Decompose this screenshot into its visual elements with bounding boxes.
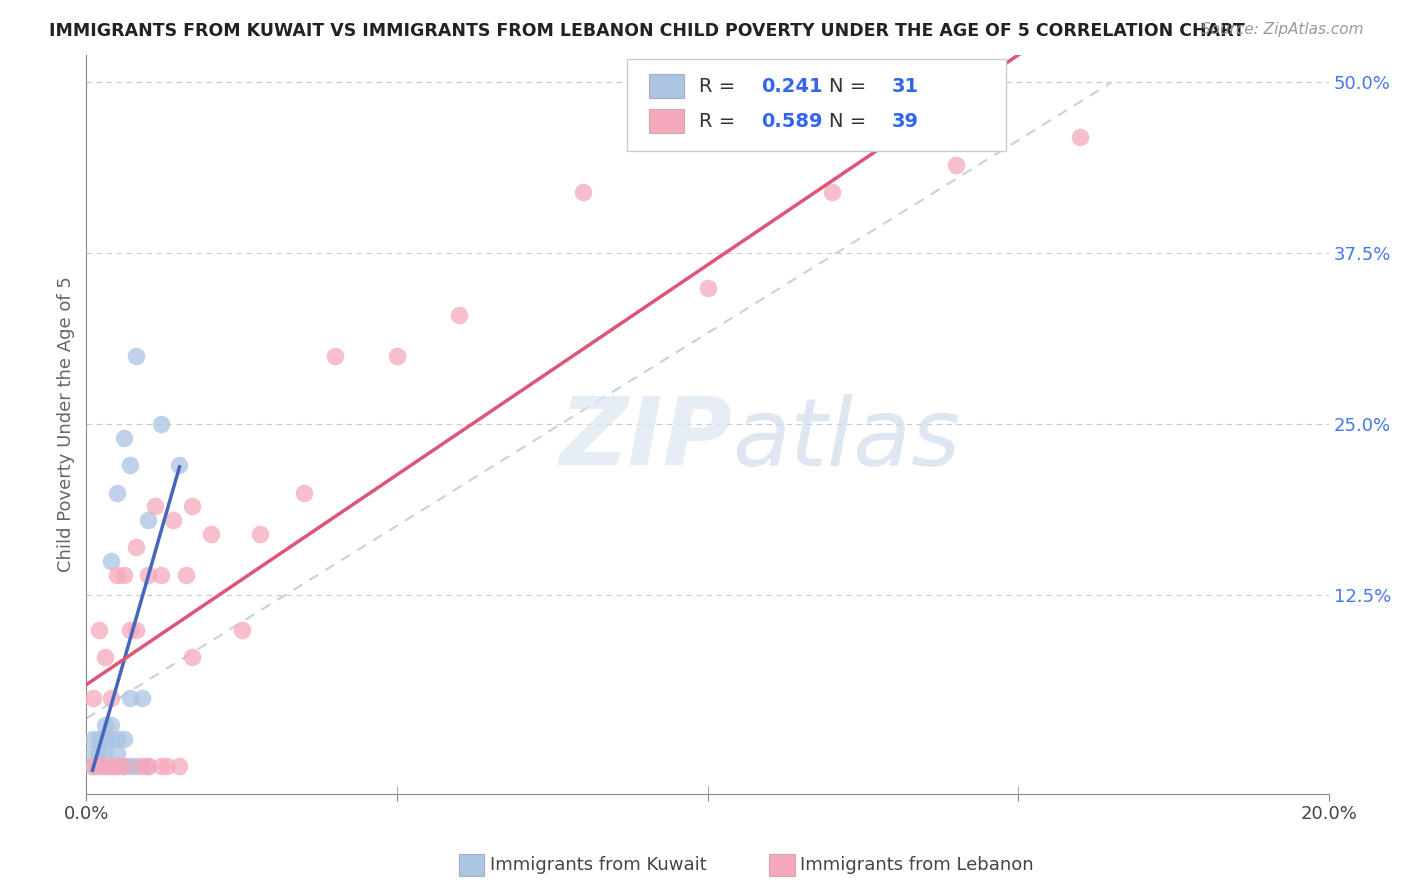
Text: IMMIGRANTS FROM KUWAIT VS IMMIGRANTS FROM LEBANON CHILD POVERTY UNDER THE AGE OF: IMMIGRANTS FROM KUWAIT VS IMMIGRANTS FRO… bbox=[49, 22, 1244, 40]
Point bbox=[87, 759, 110, 773]
Text: 0.241: 0.241 bbox=[761, 77, 823, 95]
Point bbox=[118, 623, 141, 637]
Point bbox=[138, 759, 160, 773]
FancyBboxPatch shape bbox=[650, 109, 683, 134]
Text: 39: 39 bbox=[891, 112, 918, 131]
Point bbox=[143, 500, 166, 514]
Point bbox=[105, 567, 128, 582]
Point bbox=[118, 759, 141, 773]
Text: Immigrants from Kuwait: Immigrants from Kuwait bbox=[489, 856, 706, 874]
Point bbox=[292, 485, 315, 500]
Point bbox=[112, 567, 135, 582]
Point bbox=[149, 759, 172, 773]
Point bbox=[94, 746, 117, 760]
Point bbox=[118, 458, 141, 473]
Point bbox=[180, 500, 202, 514]
Point bbox=[94, 718, 117, 732]
Point bbox=[112, 759, 135, 773]
Point bbox=[87, 759, 110, 773]
Point bbox=[94, 731, 117, 746]
Point bbox=[100, 731, 122, 746]
Text: Immigrants from Lebanon: Immigrants from Lebanon bbox=[800, 856, 1033, 874]
Point bbox=[82, 746, 104, 760]
Point bbox=[1069, 130, 1091, 145]
Point bbox=[82, 731, 104, 746]
Point bbox=[94, 759, 117, 773]
Point bbox=[105, 731, 128, 746]
Y-axis label: Child Poverty Under the Age of 5: Child Poverty Under the Age of 5 bbox=[58, 277, 75, 573]
Point bbox=[174, 567, 197, 582]
Point bbox=[125, 349, 148, 363]
Text: R =: R = bbox=[699, 77, 741, 95]
Text: Source: ZipAtlas.com: Source: ZipAtlas.com bbox=[1201, 22, 1364, 37]
Point bbox=[156, 759, 179, 773]
Point bbox=[945, 157, 967, 171]
Point bbox=[100, 554, 122, 568]
Text: ZIP: ZIP bbox=[560, 393, 733, 485]
Point bbox=[138, 513, 160, 527]
Point bbox=[162, 513, 184, 527]
Point bbox=[447, 308, 470, 322]
Point bbox=[100, 759, 122, 773]
Point bbox=[105, 759, 128, 773]
Point bbox=[118, 690, 141, 705]
Point bbox=[125, 759, 148, 773]
Point bbox=[821, 185, 844, 199]
Point bbox=[149, 417, 172, 432]
Point bbox=[169, 759, 191, 773]
Bar bbox=[769, 854, 794, 876]
Point bbox=[125, 541, 148, 555]
Point bbox=[249, 526, 271, 541]
Point bbox=[87, 623, 110, 637]
Point bbox=[87, 746, 110, 760]
Point bbox=[138, 567, 160, 582]
Point bbox=[169, 458, 191, 473]
Point bbox=[105, 759, 128, 773]
FancyBboxPatch shape bbox=[627, 59, 1005, 151]
Point bbox=[200, 526, 222, 541]
Point bbox=[112, 431, 135, 445]
Text: N =: N = bbox=[830, 112, 873, 131]
Point bbox=[82, 759, 104, 773]
Point bbox=[105, 485, 128, 500]
Point bbox=[125, 623, 148, 637]
Point bbox=[100, 759, 122, 773]
Point bbox=[82, 759, 104, 773]
Point bbox=[87, 731, 110, 746]
Text: N =: N = bbox=[830, 77, 873, 95]
Point bbox=[94, 649, 117, 664]
Point bbox=[100, 718, 122, 732]
Bar bbox=[458, 854, 484, 876]
Point bbox=[131, 759, 153, 773]
Point bbox=[231, 623, 253, 637]
Text: 31: 31 bbox=[891, 77, 918, 95]
Point bbox=[180, 649, 202, 664]
Text: R =: R = bbox=[699, 112, 741, 131]
Point bbox=[696, 280, 718, 294]
Point bbox=[138, 759, 160, 773]
Text: atlas: atlas bbox=[733, 393, 960, 484]
Point bbox=[323, 349, 346, 363]
Point bbox=[385, 349, 408, 363]
Point bbox=[82, 690, 104, 705]
Point bbox=[100, 690, 122, 705]
Point bbox=[105, 746, 128, 760]
Point bbox=[572, 185, 595, 199]
Point bbox=[94, 759, 117, 773]
FancyBboxPatch shape bbox=[650, 74, 683, 98]
Point bbox=[112, 731, 135, 746]
Point bbox=[112, 759, 135, 773]
Point bbox=[131, 690, 153, 705]
Text: 0.589: 0.589 bbox=[761, 112, 823, 131]
Point bbox=[149, 567, 172, 582]
